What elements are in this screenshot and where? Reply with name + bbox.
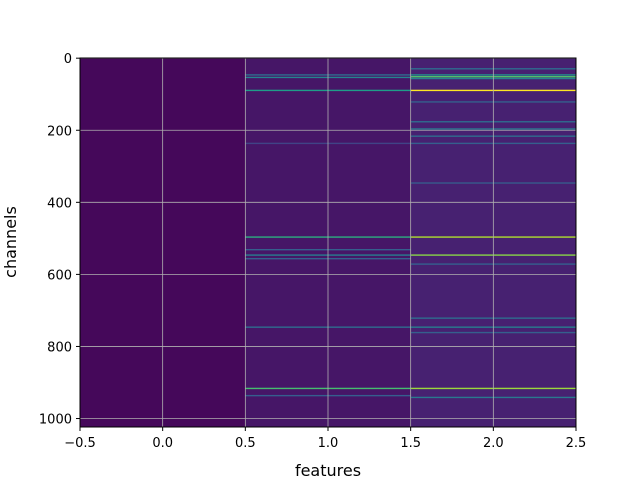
x-tick-label: 1.0 <box>318 436 339 451</box>
y-axis: 0 200 400 600 800 1000 <box>39 52 80 428</box>
x-tick-label: −0.5 <box>64 436 96 451</box>
x-axis-label: features <box>295 461 361 480</box>
y-tick-label: 800 <box>47 340 72 355</box>
x-axis: −0.5 0.0 0.5 1.0 1.5 2.0 2.5 <box>64 427 586 451</box>
y-tick-label: 200 <box>47 124 72 139</box>
y-tick-label: 600 <box>47 268 72 283</box>
x-tick-label: 2.0 <box>483 436 504 451</box>
plot-area <box>79 57 577 428</box>
x-tick-label: 2.5 <box>566 436 587 451</box>
y-tick-label: 400 <box>47 196 72 211</box>
y-tick-label: 1000 <box>39 413 72 428</box>
x-tick-label: 0.0 <box>152 436 173 451</box>
x-tick-label: 0.5 <box>235 436 256 451</box>
y-tick-label: 0 <box>64 52 72 67</box>
x-tick-label: 1.5 <box>400 436 421 451</box>
y-axis-label: channels <box>1 206 20 278</box>
